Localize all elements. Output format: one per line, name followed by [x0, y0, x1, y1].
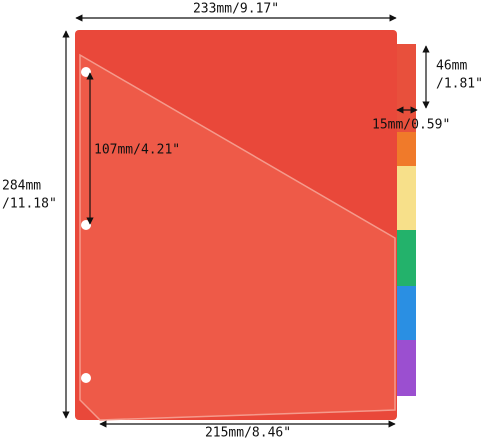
pocket: [79, 53, 396, 421]
tab-width-label: 15mm/0.59": [372, 118, 450, 133]
tab-height-label: 46mm: [436, 59, 467, 74]
pocket-width-label: 215mm/8.46": [205, 426, 291, 441]
height-label: 284mm: [2, 179, 41, 194]
hole-spacing-label: 107mm/4.21": [94, 143, 180, 158]
height-label: /11.18": [2, 197, 57, 212]
tab-height-label: /1.81": [436, 77, 483, 92]
hole: [81, 373, 91, 383]
width-label: 233mm/9.17": [193, 2, 279, 17]
